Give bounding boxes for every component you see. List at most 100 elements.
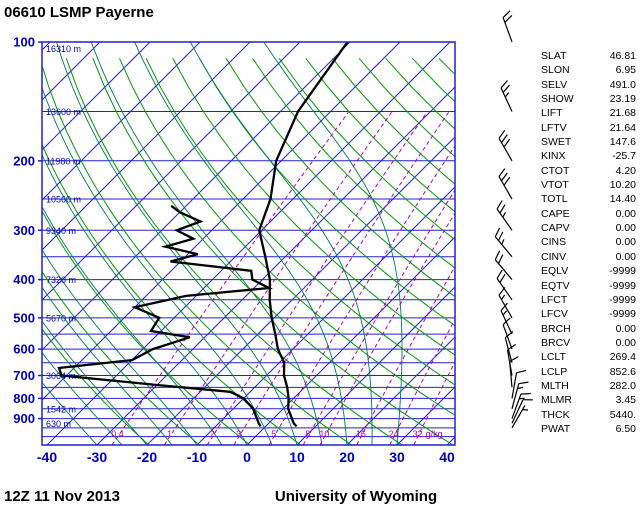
wind-barb bbox=[494, 227, 513, 258]
temp-tick-label: -40 bbox=[37, 449, 57, 465]
temp-tick-label: 20 bbox=[339, 449, 355, 465]
index-value: -9999 bbox=[609, 265, 636, 278]
index-value: 0.00 bbox=[615, 336, 636, 349]
index-row-kinx: KINX -25.7 bbox=[541, 149, 636, 163]
pressure-tick-label: 400 bbox=[13, 272, 35, 287]
pressure-tick-label: 300 bbox=[13, 223, 35, 238]
index-label: MLTH bbox=[541, 379, 569, 392]
wind-barb bbox=[498, 287, 513, 319]
temperature-trace bbox=[258, 42, 349, 428]
height-label: 5670 m bbox=[46, 313, 76, 323]
pressure-tick-label: 800 bbox=[13, 391, 35, 406]
mixing-ratio-label: 1 bbox=[167, 429, 172, 439]
index-label: LCLP bbox=[541, 365, 568, 378]
pressure-tick-label: 600 bbox=[13, 342, 35, 357]
height-label: 16310 m bbox=[46, 44, 81, 54]
axis-labels: 0.4 1 2 3 5 8 10 16 24 32 g/kg10020030040050060070… bbox=[13, 35, 455, 466]
temp-tick-label: -30 bbox=[87, 449, 107, 465]
index-row-capv: CAPV 0.00 bbox=[541, 221, 636, 235]
pressure-tick-label: 200 bbox=[13, 153, 35, 168]
index-value: 269.4 bbox=[609, 351, 636, 364]
index-label: CINS bbox=[541, 236, 567, 249]
wind-barb bbox=[498, 168, 513, 200]
adiabat-lines bbox=[42, 42, 455, 445]
index-row-lift: LIFT 21.68 bbox=[541, 106, 636, 120]
index-value: 852.6 bbox=[609, 365, 636, 378]
index-label: PWAT bbox=[541, 422, 571, 435]
index-row-lfcv: LFCV -9999 bbox=[541, 307, 636, 321]
wind-barb bbox=[511, 405, 529, 429]
index-label: LIFT bbox=[541, 107, 563, 120]
index-label: TOTL bbox=[541, 193, 568, 206]
index-value: -25.7 bbox=[612, 150, 636, 163]
index-row-lftv: LFTV 21.64 bbox=[541, 121, 636, 135]
index-label: CINV bbox=[541, 250, 567, 263]
pressure-tick-label: 900 bbox=[13, 411, 35, 426]
temp-tick-label: -10 bbox=[187, 449, 207, 465]
index-row-lclt: LCLT 269.4 bbox=[541, 350, 636, 364]
mixing-ratio-label: 2 bbox=[210, 429, 215, 439]
index-row-ctot: CTOT 4.20 bbox=[541, 164, 636, 178]
index-value: 21.68 bbox=[609, 107, 636, 120]
index-row-cape: CAPE 0.00 bbox=[541, 207, 636, 221]
wind-barb bbox=[502, 317, 513, 350]
mixing-ratio-label: 10 bbox=[319, 429, 329, 439]
pressure-tick-label: 500 bbox=[13, 310, 35, 325]
temp-tick-label: 10 bbox=[289, 449, 305, 465]
pressure-tick-label: 100 bbox=[13, 35, 35, 50]
index-value: 0.00 bbox=[615, 207, 636, 220]
index-label: CAPV bbox=[541, 222, 570, 235]
index-label: VTOT bbox=[541, 179, 569, 192]
index-value: 23.19 bbox=[609, 93, 636, 106]
mixing-ratio-label: 3 bbox=[236, 429, 241, 439]
index-label: THCK bbox=[541, 408, 570, 421]
wind-barb bbox=[496, 200, 513, 231]
index-value: 5440. bbox=[609, 408, 636, 421]
mixing-ratio-label: 32 bbox=[413, 429, 423, 439]
temp-tick-label: -20 bbox=[137, 449, 157, 465]
height-label: 13600 m bbox=[46, 107, 81, 117]
index-value: 10.20 bbox=[609, 179, 636, 192]
index-label: CAPE bbox=[541, 207, 570, 220]
index-label: CTOT bbox=[541, 164, 570, 177]
index-label: EQLV bbox=[541, 265, 569, 278]
height-label: 630 m bbox=[46, 419, 71, 429]
wind-barb bbox=[500, 80, 513, 112]
index-value: -9999 bbox=[609, 279, 636, 292]
index-value: 46.81 bbox=[609, 50, 636, 62]
wind-barbs bbox=[494, 10, 533, 429]
index-value: 0.00 bbox=[615, 222, 636, 235]
index-row-selv: SELV 491.0 bbox=[541, 78, 636, 92]
wind-barb bbox=[511, 392, 531, 419]
index-row-vtot: VTOT 10.20 bbox=[541, 178, 636, 192]
sounding-traces bbox=[57, 42, 349, 428]
index-label: BRCH bbox=[541, 322, 571, 335]
index-label: SELV bbox=[541, 78, 568, 91]
mixing-ratio-label: 8 bbox=[305, 429, 310, 439]
index-label: SHOW bbox=[541, 93, 574, 106]
wind-barb bbox=[500, 302, 513, 335]
index-label: BRCV bbox=[541, 336, 571, 349]
index-row-eqlv: EQLV -9999 bbox=[541, 264, 636, 278]
index-label: SWET bbox=[541, 136, 572, 149]
wind-barb bbox=[498, 129, 513, 162]
index-value: 0.00 bbox=[615, 322, 636, 335]
index-row-lclp: LCLP 852.6 bbox=[541, 365, 636, 379]
wind-barb bbox=[511, 369, 527, 399]
sounding-datetime: 12Z 11 Nov 2013 bbox=[4, 488, 120, 505]
height-label: 1542 m bbox=[46, 404, 76, 414]
mixing-ratio-lines bbox=[111, 111, 455, 445]
index-label: LFCT bbox=[541, 293, 568, 306]
height-label: 9340 m bbox=[46, 226, 76, 236]
index-row-swet: SWET 147.6 bbox=[541, 135, 636, 149]
index-label: SLAT bbox=[541, 50, 567, 62]
temp-tick-label: 0 bbox=[243, 449, 251, 465]
data-source: University of Wyoming bbox=[274, 488, 438, 505]
index-value: 6.50 bbox=[615, 422, 636, 435]
index-value: 0.00 bbox=[615, 250, 636, 263]
mixing-ratio-label: 5 bbox=[271, 429, 276, 439]
index-value: 14.40 bbox=[609, 193, 636, 206]
index-row-mlmr: MLMR 3.45 bbox=[541, 393, 636, 407]
mixing-ratio-unit: g/kg bbox=[426, 429, 443, 439]
